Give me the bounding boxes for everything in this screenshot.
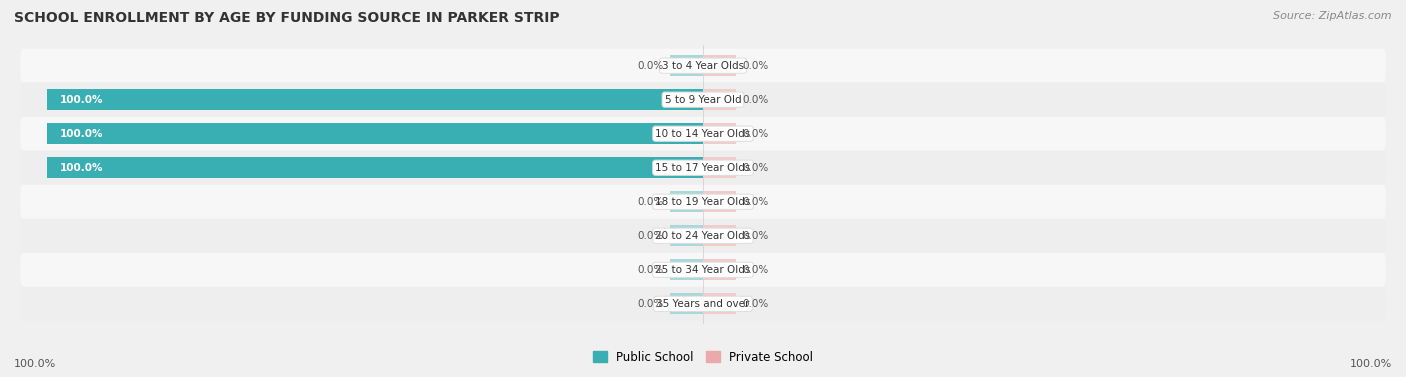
Bar bbox=[671, 55, 703, 76]
Bar bbox=[46, 89, 703, 110]
FancyBboxPatch shape bbox=[20, 151, 1386, 185]
Text: 0.0%: 0.0% bbox=[742, 95, 769, 105]
Bar bbox=[703, 225, 735, 246]
Text: 0.0%: 0.0% bbox=[637, 197, 664, 207]
Text: 5 to 9 Year Old: 5 to 9 Year Old bbox=[665, 95, 741, 105]
Text: SCHOOL ENROLLMENT BY AGE BY FUNDING SOURCE IN PARKER STRIP: SCHOOL ENROLLMENT BY AGE BY FUNDING SOUR… bbox=[14, 11, 560, 25]
FancyBboxPatch shape bbox=[20, 49, 1386, 83]
Bar bbox=[671, 293, 703, 314]
Bar bbox=[703, 55, 735, 76]
Text: 18 to 19 Year Olds: 18 to 19 Year Olds bbox=[655, 197, 751, 207]
Text: 10 to 14 Year Olds: 10 to 14 Year Olds bbox=[655, 129, 751, 139]
Text: 0.0%: 0.0% bbox=[742, 197, 769, 207]
Text: 25 to 34 Year Olds: 25 to 34 Year Olds bbox=[655, 265, 751, 275]
Bar bbox=[703, 89, 735, 110]
Bar bbox=[46, 157, 703, 178]
FancyBboxPatch shape bbox=[20, 185, 1386, 219]
Text: 0.0%: 0.0% bbox=[742, 61, 769, 70]
Text: 0.0%: 0.0% bbox=[742, 163, 769, 173]
Text: 100.0%: 100.0% bbox=[60, 163, 104, 173]
Text: 100.0%: 100.0% bbox=[1350, 359, 1392, 369]
Text: 0.0%: 0.0% bbox=[742, 231, 769, 241]
Bar bbox=[671, 225, 703, 246]
FancyBboxPatch shape bbox=[20, 219, 1386, 253]
Text: 100.0%: 100.0% bbox=[14, 359, 56, 369]
Bar bbox=[703, 123, 735, 144]
Bar bbox=[703, 191, 735, 212]
Bar bbox=[671, 259, 703, 280]
Bar bbox=[703, 293, 735, 314]
Text: 20 to 24 Year Olds: 20 to 24 Year Olds bbox=[655, 231, 751, 241]
Bar bbox=[703, 259, 735, 280]
FancyBboxPatch shape bbox=[20, 253, 1386, 287]
Text: 0.0%: 0.0% bbox=[742, 265, 769, 275]
Bar bbox=[46, 123, 703, 144]
Text: 0.0%: 0.0% bbox=[637, 61, 664, 70]
Text: 0.0%: 0.0% bbox=[637, 231, 664, 241]
FancyBboxPatch shape bbox=[20, 117, 1386, 151]
Text: Source: ZipAtlas.com: Source: ZipAtlas.com bbox=[1274, 11, 1392, 21]
Text: 15 to 17 Year Olds: 15 to 17 Year Olds bbox=[655, 163, 751, 173]
Text: 0.0%: 0.0% bbox=[742, 129, 769, 139]
Text: 100.0%: 100.0% bbox=[60, 129, 104, 139]
Bar bbox=[703, 157, 735, 178]
Text: 3 to 4 Year Olds: 3 to 4 Year Olds bbox=[662, 61, 744, 70]
Text: 0.0%: 0.0% bbox=[637, 265, 664, 275]
FancyBboxPatch shape bbox=[20, 287, 1386, 321]
Legend: Public School, Private School: Public School, Private School bbox=[588, 346, 818, 369]
Text: 100.0%: 100.0% bbox=[60, 95, 104, 105]
Text: 35 Years and over: 35 Years and over bbox=[657, 299, 749, 309]
Text: 0.0%: 0.0% bbox=[637, 299, 664, 309]
FancyBboxPatch shape bbox=[20, 83, 1386, 117]
Bar bbox=[671, 191, 703, 212]
Text: 0.0%: 0.0% bbox=[742, 299, 769, 309]
